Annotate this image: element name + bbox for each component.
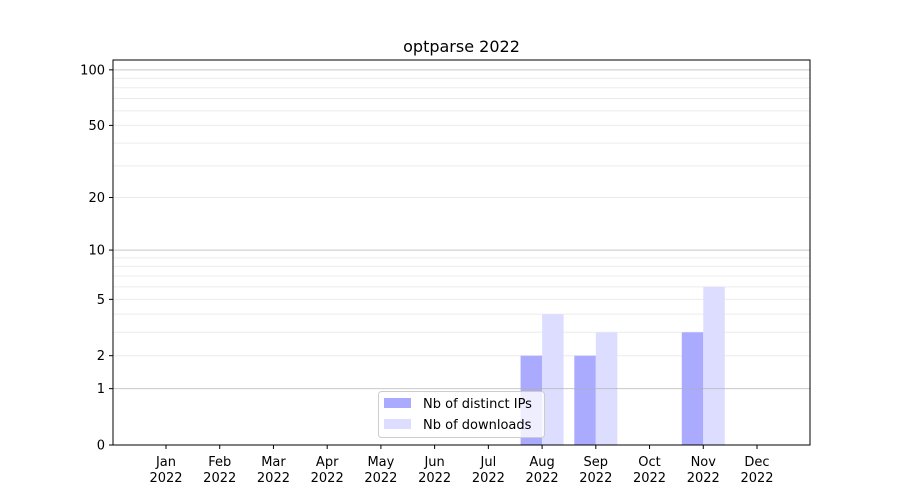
legend-swatch <box>384 419 411 429</box>
x-tick-label: Apr <box>316 455 339 470</box>
y-tick-label: 5 <box>97 293 105 308</box>
x-tick-label: Jan <box>155 455 176 470</box>
x-tick-label: Jul <box>480 455 497 470</box>
x-tick-label: 2022 <box>687 471 720 486</box>
plot-frame <box>112 59 811 446</box>
y-tick-label: 100 <box>80 63 105 78</box>
x-axis: Jan2022Feb2022Mar2022Apr2022May2022Jun20… <box>149 445 774 486</box>
y-tick-label: 1 <box>97 382 105 397</box>
legend-box <box>378 391 545 438</box>
x-tick-label: Mar <box>261 455 286 470</box>
x-tick-label: 2022 <box>526 471 559 486</box>
bars <box>520 286 725 445</box>
major-grid <box>113 69 810 390</box>
bar-downloads <box>542 314 564 445</box>
x-tick-label: 2022 <box>149 471 182 486</box>
y-tick-label: 10 <box>88 244 105 259</box>
bar-distinct-ips <box>574 355 596 445</box>
x-tick-label: May <box>367 455 394 470</box>
x-tick-label: Oct <box>638 455 660 470</box>
grid <box>113 77 810 357</box>
x-tick-label: 2022 <box>472 471 505 486</box>
x-tick-label: 2022 <box>740 471 773 486</box>
bar-downloads <box>703 286 725 445</box>
x-tick-label: 2022 <box>579 471 612 486</box>
y-tick-label: 20 <box>88 191 105 206</box>
legend-swatch <box>384 398 411 408</box>
x-tick-label: 2022 <box>633 471 666 486</box>
legend: Nb of distinct IPs Nb of downloads <box>378 391 545 438</box>
legend-label: Nb of distinct IPs <box>423 397 532 412</box>
x-tick-label: Aug <box>529 455 554 470</box>
x-tick-label: Jun <box>423 455 444 470</box>
x-tick-label: Sep <box>584 455 609 470</box>
chart-title: optparse 2022 <box>403 37 520 56</box>
x-tick-label: 2022 <box>418 471 451 486</box>
y-tick-label: 0 <box>97 439 105 454</box>
x-tick-label: 2022 <box>257 471 290 486</box>
y-tick-label: 50 <box>88 119 105 134</box>
x-tick-label: Feb <box>208 455 231 470</box>
x-tick-label: 2022 <box>311 471 344 486</box>
x-tick-label: 2022 <box>364 471 397 486</box>
x-tick-label: Nov <box>691 455 717 470</box>
x-tick-label: Dec <box>744 455 769 470</box>
x-tick-label: 2022 <box>203 471 236 486</box>
y-tick-label: 2 <box>97 349 105 364</box>
y-axis: 0 1 2 5 10 20 50 100 <box>80 63 113 454</box>
legend-label: Nb of downloads <box>423 418 532 433</box>
